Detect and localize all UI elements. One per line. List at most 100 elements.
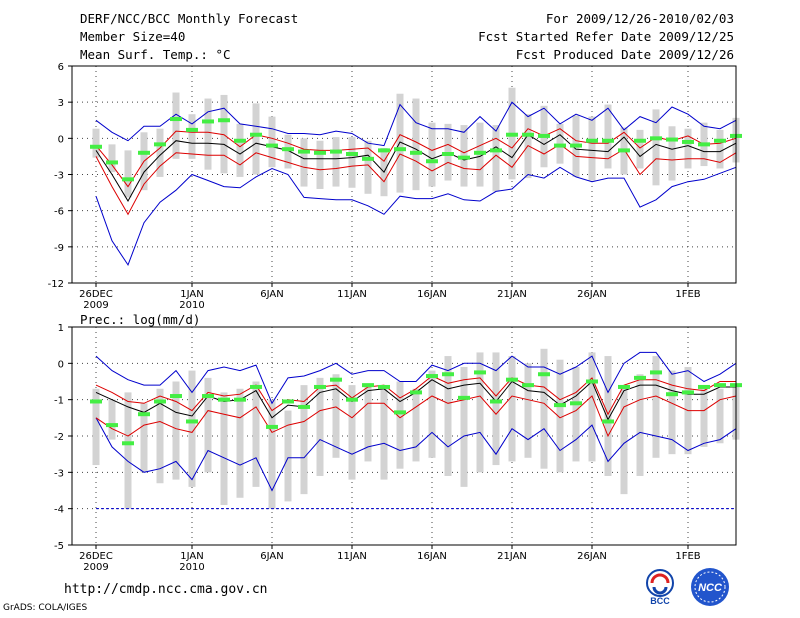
- panel1-range-bar: [364, 140, 372, 194]
- panel1-y-tick-label: -12: [48, 279, 64, 290]
- panel1-range-bar: [588, 116, 596, 181]
- panel1-x-tick-label: 6JAN: [260, 289, 283, 300]
- panel2-x-tick-label: 1JAN: [180, 551, 203, 562]
- panel1-y-tick-label: -3: [54, 171, 64, 182]
- panel2-range-bar: [524, 363, 532, 458]
- panel1-forecast-marker: [554, 143, 566, 148]
- panel2-range-bar: [268, 399, 276, 509]
- panel2-forecast-marker: [362, 383, 374, 388]
- panel1-range-bar: [492, 125, 500, 192]
- panel2-forecast-marker: [426, 374, 438, 379]
- panel2-forecast-marker: [298, 404, 310, 409]
- panel2-range-bar: [508, 356, 516, 462]
- panel2-range-bar: [716, 388, 724, 444]
- panel2-x-tick-label: 11JAN: [337, 551, 367, 562]
- panel2-range-bar: [348, 385, 356, 480]
- panel2-forecast-marker: [618, 384, 630, 389]
- panel2-range-bar: [316, 377, 324, 476]
- panel1-forecast-marker: [266, 143, 278, 148]
- panel1-range-bar: [396, 93, 404, 193]
- bcc-logo: BCC: [646, 569, 674, 606]
- panel2-forecast-marker: [442, 372, 454, 377]
- panel2-forecast-marker: [554, 403, 566, 408]
- panel1-range-bar: [204, 98, 212, 170]
- panel2-range-bar: [588, 352, 596, 462]
- ncc-logo: NCC: [691, 568, 729, 606]
- source-url[interactable]: http://cmdp.ncc.cma.gov.cn: [64, 582, 268, 597]
- forecast-period: For 2009/12/26-2010/02/03: [545, 11, 734, 26]
- panel1-range-bar: [668, 126, 676, 181]
- panel2-x-tick-year: 2009: [83, 562, 108, 573]
- panel1-forecast-marker: [106, 160, 118, 165]
- panel1-range-bar: [220, 94, 228, 174]
- panel1-range-bar: [604, 104, 612, 169]
- panel2-forecast-marker: [154, 399, 166, 404]
- panel1-forecast-marker: [538, 133, 550, 138]
- panel2-y-tick-label: 0: [58, 359, 64, 370]
- panel2-x-tick-year: 2010: [179, 562, 204, 573]
- panel1-forecast-marker: [250, 132, 262, 137]
- panel2-range-bar: [172, 381, 180, 480]
- panel1-x-tick-year: 2009: [83, 300, 108, 311]
- ncc-logo-text: NCC: [698, 582, 723, 594]
- panel2-forecast-marker: [330, 377, 342, 382]
- panel2-y-tick-label: -3: [54, 468, 64, 479]
- panel2-forecast-marker: [538, 372, 550, 377]
- panel1-forecast-marker: [186, 127, 198, 132]
- panel1-x-tick-label: 21JAN: [497, 289, 527, 300]
- panel1-range-bar: [636, 129, 644, 169]
- panel2-y-tick-label: -5: [54, 541, 64, 552]
- panel1-range-bar: [684, 128, 692, 169]
- panel2-range-bar: [572, 366, 580, 462]
- panel2-range-bar: [444, 356, 452, 476]
- panel2-range-bar: [668, 370, 676, 455]
- panel2-range-bar: [396, 381, 404, 469]
- panel2-forecast-marker: [474, 370, 486, 375]
- panel1-range-bar: [428, 122, 436, 187]
- panel2-forecast-marker: [282, 399, 294, 404]
- panel1-forecast-marker: [602, 138, 614, 143]
- panel2-y-tick-label: 1: [58, 323, 64, 334]
- panel1-range-bar: [188, 114, 196, 159]
- chart-title: DERF/NCC/BCC Monthly Forecast: [80, 11, 299, 26]
- panel2-forecast-marker: [122, 441, 134, 446]
- panel1-forecast-marker: [298, 149, 310, 154]
- panel2-min-line: [95, 417, 737, 492]
- panel1-range-bar: [716, 129, 724, 169]
- panel2-plot-frame: [71, 326, 737, 546]
- panel1-x-tick-label: 11JAN: [337, 289, 367, 300]
- produced-date: Fcst Produced Date 2009/12/26: [515, 47, 734, 62]
- panel2-range-bar: [652, 356, 660, 458]
- panel1-range-bar: [124, 150, 132, 198]
- panel2-range-bar: [284, 410, 292, 502]
- panel2-y-tick-label: -4: [54, 505, 64, 516]
- panel1-ensemble-mean-line: [95, 134, 737, 202]
- panel1-x-tick-label: 26JAN: [577, 289, 607, 300]
- panel1-forecast-marker: [394, 147, 406, 152]
- panel1-y-tick-label: 3: [58, 98, 64, 109]
- panel1-range-bar: [172, 92, 180, 159]
- panel2-range-bar: [252, 381, 260, 487]
- panel1-min-line: [95, 166, 737, 266]
- panel1-x-tick-label: 16JAN: [417, 289, 447, 300]
- member-size: Member Size=40: [80, 29, 186, 44]
- panel1-forecast-marker: [282, 147, 294, 152]
- panel2-forecast-marker: [138, 412, 150, 417]
- panel1-range-bar: [92, 128, 100, 158]
- variable-label: Mean Surf. Temp.: °C: [80, 47, 231, 62]
- panel2-range-bar: [428, 370, 436, 458]
- panel1-forecast-marker: [346, 152, 358, 157]
- panel1-forecast-marker: [378, 148, 390, 153]
- panel2-range-bar: [700, 385, 708, 447]
- panel1-forecast-marker: [458, 155, 470, 160]
- panel2-forecast-marker: [314, 384, 326, 389]
- panel1-forecast-marker: [122, 177, 134, 182]
- panel2-range-bar: [604, 356, 612, 476]
- panel2-forecast-marker: [458, 395, 470, 400]
- panel1-forecast-marker: [426, 159, 438, 164]
- panel1-range-bar: [236, 123, 244, 177]
- panel2-forecast-marker: [634, 375, 646, 380]
- panel1-range-bar: [348, 137, 356, 188]
- panel2-title: Prec.: log(mm/d): [80, 312, 200, 327]
- panel2-forecast-marker: [522, 383, 534, 388]
